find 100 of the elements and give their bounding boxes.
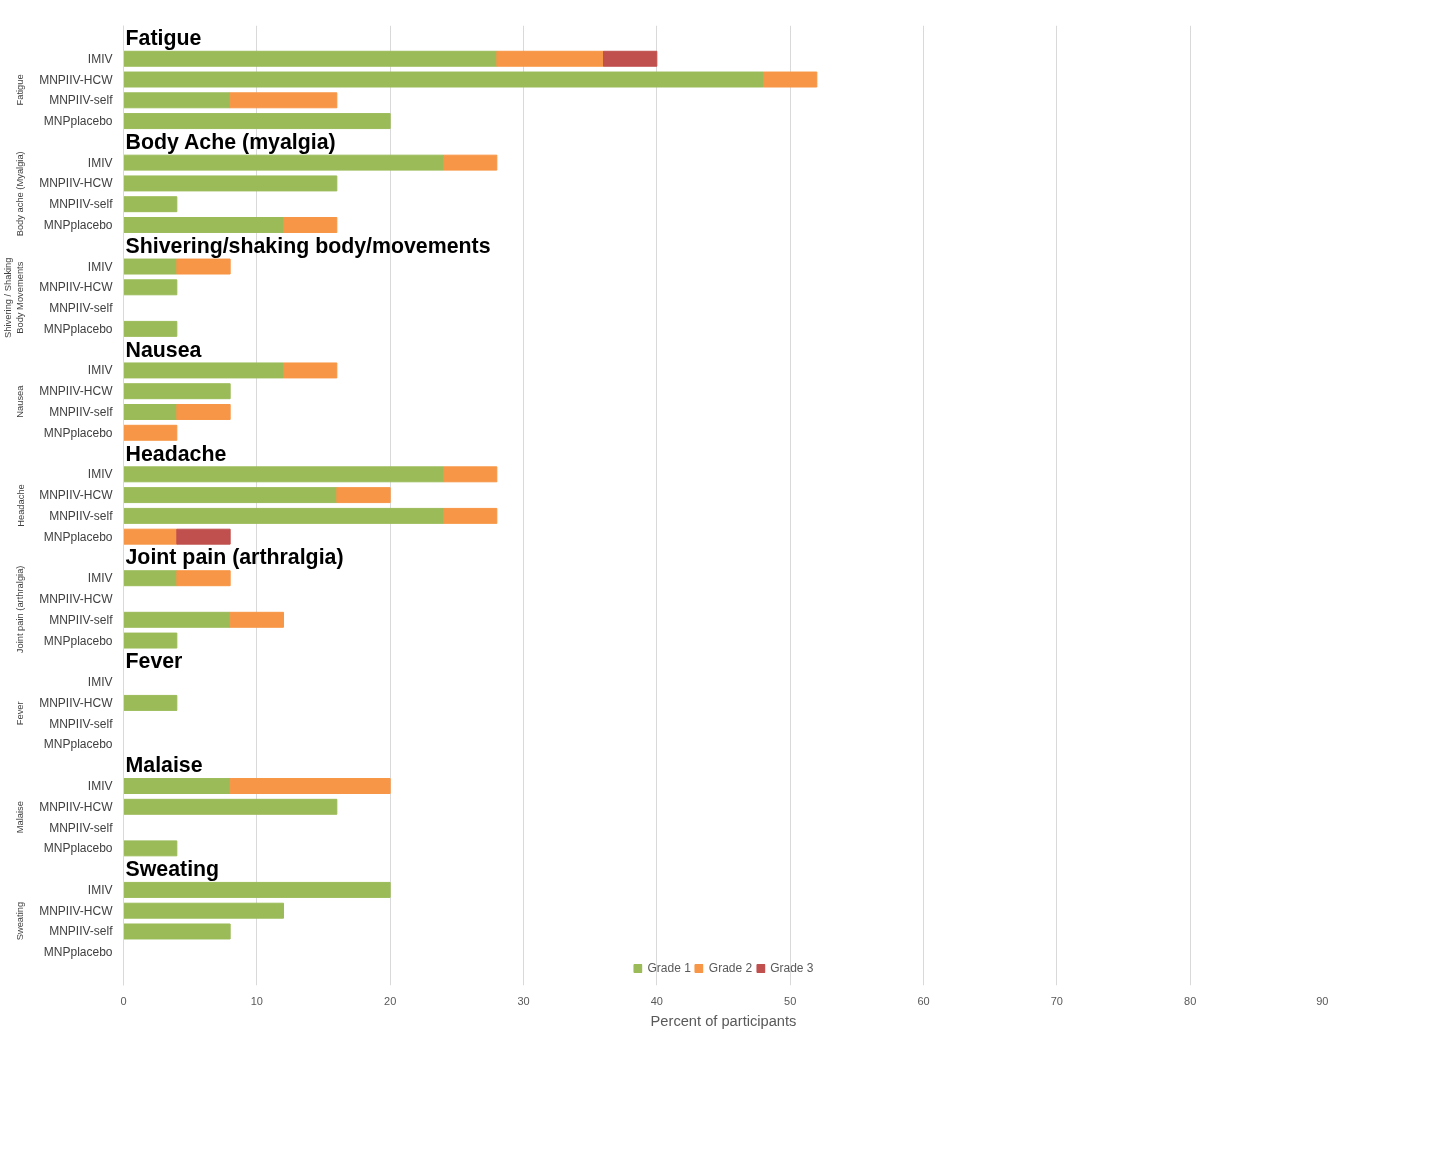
y-tick-label: IMIV	[87, 155, 113, 170]
text: Fever	[15, 701, 26, 726]
x-tick-label: 50	[784, 994, 797, 1007]
text: Malaise	[15, 801, 26, 834]
y-tick-label: MNPplacebo	[43, 217, 113, 232]
text: Nausea	[15, 384, 26, 418]
annotation: Malaise	[125, 753, 203, 778]
bar	[123, 175, 338, 192]
bar	[123, 279, 178, 296]
annotation: Fatigue	[125, 25, 202, 50]
y-tick-label: IMIV	[87, 51, 113, 66]
y-tick-label: MNPplacebo	[43, 945, 113, 960]
legend-label: Grade 1	[647, 961, 691, 975]
y-tick-label: MNPIIV-self	[49, 924, 114, 939]
annotation: Shivering/shaking body/movements	[125, 233, 491, 258]
y-tick-label: MNPplacebo	[43, 633, 113, 648]
bar	[123, 217, 284, 233]
bar	[123, 923, 231, 940]
bar	[123, 466, 444, 483]
y-tick-label: MNPIIV-self	[49, 612, 114, 627]
y-tick-label: MNPplacebo	[43, 114, 113, 129]
bar	[123, 424, 178, 441]
x-tick-label: 0	[120, 994, 127, 1007]
annotation: Fever	[125, 649, 183, 674]
bar	[123, 154, 444, 171]
bar	[123, 902, 284, 919]
bar	[229, 778, 391, 794]
bar	[443, 154, 498, 171]
bar	[123, 404, 178, 420]
y-tick-label: IMIV	[87, 675, 113, 690]
x-tick-label: 60	[917, 994, 930, 1007]
y-tick-label: IMIV	[87, 259, 113, 274]
bar	[176, 528, 231, 545]
bar	[123, 632, 178, 649]
y-tick-label: MNPplacebo	[43, 737, 113, 752]
text: Headache	[15, 484, 26, 527]
bar	[123, 881, 391, 898]
bar	[176, 404, 231, 420]
text: Joint pain (arthralgia)	[15, 565, 26, 654]
annotation: Body Ache (myalgia)	[125, 129, 336, 154]
y-tick-label: MNPIIV-self	[49, 404, 114, 419]
bar	[123, 71, 764, 88]
bar	[123, 570, 178, 587]
bar	[123, 840, 178, 857]
y-tick-label: IMIV	[87, 363, 113, 378]
y-tick-label: MNPIIV-HCW	[39, 695, 114, 710]
legend-label: Grade 2	[708, 961, 753, 975]
bar	[443, 507, 498, 524]
bar	[443, 466, 498, 483]
y-tick-label: MNPIIV-HCW	[39, 799, 114, 814]
bar	[123, 50, 498, 67]
y-tick-label: MNPplacebo	[43, 841, 113, 856]
x-tick-label: 10	[250, 994, 263, 1007]
bar	[123, 778, 231, 794]
bar	[123, 383, 231, 400]
bar	[123, 113, 391, 130]
bar	[123, 196, 178, 213]
y-tick-label: MNPIIV-HCW	[39, 488, 114, 503]
bar	[123, 362, 284, 379]
x-tick-label: 90	[1316, 994, 1329, 1007]
bar	[123, 694, 178, 711]
annotation: Nausea	[125, 337, 202, 362]
bar	[763, 71, 818, 88]
y-tick-label: IMIV	[87, 779, 113, 794]
bar	[603, 50, 658, 67]
text: Sweating	[15, 901, 26, 941]
bar	[336, 487, 391, 504]
bar	[123, 507, 444, 524]
x-tick-label: 70	[1050, 994, 1063, 1007]
x-tick-label: 20	[384, 994, 397, 1007]
bar	[123, 528, 178, 545]
bar	[123, 258, 178, 275]
bar	[123, 611, 231, 628]
annotation: Sweating	[125, 857, 220, 882]
legend-label: Grade 3	[770, 961, 814, 975]
bar	[176, 570, 231, 587]
x-tick-label: 80	[1184, 994, 1197, 1007]
bar	[176, 258, 231, 275]
y-tick-label: MNPIIV-HCW	[39, 176, 114, 191]
x-tick-label: 40	[650, 994, 663, 1007]
y-tick-label: MNPIIV-self	[49, 301, 114, 316]
y-tick-label: MNPIIV-HCW	[39, 903, 114, 918]
y-tick-label: IMIV	[87, 467, 113, 482]
bar	[123, 487, 338, 504]
bar	[283, 362, 338, 379]
text: Shivering / Shaking Body Movements	[3, 257, 26, 338]
bar	[283, 217, 338, 233]
x-axis-title: Percent of participants	[650, 1012, 797, 1029]
y-tick-label: MNPIIV-HCW	[39, 592, 114, 607]
annotation: Joint pain (arthralgia)	[125, 545, 344, 570]
y-tick-label: MNPIIV-HCW	[39, 280, 114, 295]
y-tick-label: MNPIIV-HCW	[39, 72, 114, 87]
text: Fatigue	[15, 74, 26, 106]
y-tick-label: MNPplacebo	[43, 425, 113, 440]
text: Body ache (Myalgia)	[15, 151, 26, 237]
bar	[123, 92, 231, 109]
bar	[123, 320, 178, 337]
y-tick-label: MNPIIV-self	[49, 93, 114, 108]
y-tick-label: MNPplacebo	[43, 321, 113, 336]
y-tick-label: IMIV	[87, 882, 113, 897]
